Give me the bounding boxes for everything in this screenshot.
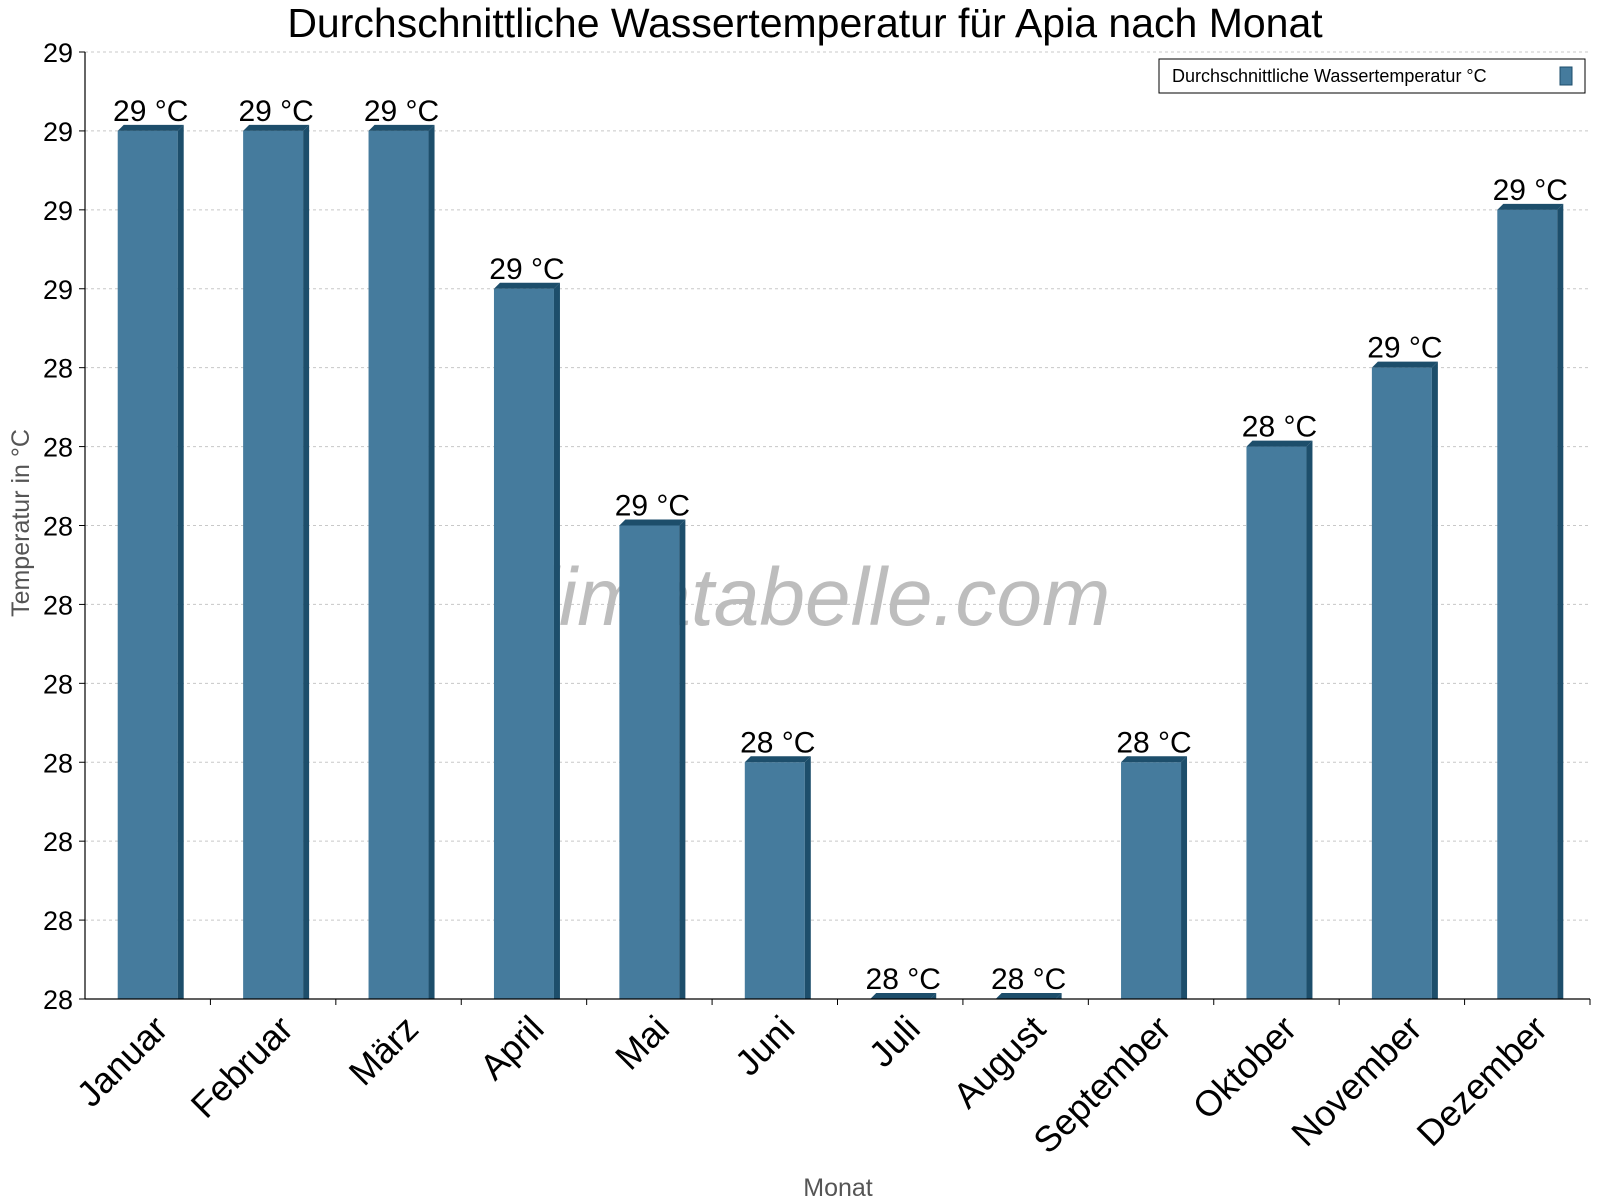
y-tick-label: 28: [43, 827, 73, 857]
bar-face: [1246, 446, 1307, 999]
bar-side: [428, 124, 435, 999]
data-labels: 29 °C 29 °C 29 °C 29 °C 29 °C 28 °C 28 °C 28 °C…: [113, 95, 1568, 996]
bar-top: [1246, 440, 1313, 447]
legend-box: [1158, 58, 1586, 94]
data-label: 29 °C: [364, 95, 439, 128]
y-axis-title: Temperatur in °C: [7, 429, 35, 617]
y-tick-label: 28: [43, 669, 73, 699]
data-label: 29 °C: [489, 253, 564, 286]
bar-side: [177, 124, 184, 999]
bar: [1371, 361, 1438, 1000]
y-tick-label: 28: [43, 985, 73, 1015]
data-label: 29 °C: [113, 95, 188, 128]
data-label: 28 °C: [866, 963, 941, 996]
y-tick-label: 28: [43, 512, 73, 542]
y-tick-label: 28: [43, 354, 73, 384]
bar: [493, 282, 560, 999]
y-tick-label: 28: [43, 433, 73, 463]
bar-side: [679, 519, 686, 999]
bar-face: [619, 525, 680, 999]
x-tick-label: März: [341, 1008, 427, 1094]
legend: Durchschnittliche Wassertemperatur °C: [1158, 58, 1586, 94]
chart-title: Durchschnittliche Wassertemperatur für A…: [287, 0, 1323, 46]
x-tick-label: September: [1025, 1008, 1179, 1162]
bars: [117, 124, 1564, 1000]
bar: [995, 993, 1062, 999]
x-tick-label: Dezember: [1409, 1008, 1555, 1154]
bar-top: [1121, 756, 1188, 763]
y-tick-label: 28: [43, 906, 73, 936]
bar: [1121, 756, 1188, 999]
bar-top: [493, 282, 560, 289]
data-label: 28 °C: [1116, 726, 1191, 759]
y-tick-label: 29: [43, 117, 73, 147]
bar: [117, 124, 184, 999]
bar: [870, 993, 937, 999]
y-tick-label: 28: [43, 748, 73, 778]
x-tick-label: Mai: [607, 1008, 677, 1078]
bar: [1497, 203, 1564, 1000]
bar-side: [804, 756, 811, 999]
x-tick-label: April: [472, 1008, 552, 1088]
bar-top: [368, 124, 435, 131]
x-tick-label: Oktober: [1185, 1008, 1305, 1128]
y-ticks: 28 28 28 28 28 28 28 28 28 29 29 29 29: [43, 38, 85, 1015]
x-tick-label: November: [1283, 1008, 1429, 1154]
bar-top: [619, 519, 686, 526]
data-label: 28 °C: [991, 963, 1066, 996]
bar-face: [1121, 762, 1182, 999]
bar: [368, 124, 435, 999]
x-tick-label: Februar: [183, 1008, 301, 1126]
bar-face: [1371, 367, 1432, 1000]
bar: [744, 756, 811, 999]
legend-label: Durchschnittliche Wassertemperatur °C: [1172, 66, 1487, 86]
x-axis-title: Monat: [803, 1174, 873, 1200]
bar-side: [1181, 756, 1188, 999]
data-label: 28 °C: [1242, 411, 1317, 444]
bar-side: [553, 282, 560, 999]
y-tick-label: 29: [43, 196, 73, 226]
bar-side: [303, 124, 310, 999]
data-label: 28 °C: [740, 726, 815, 759]
x-ticks: Januar Februar März April Mai Juni Juli AugustS…: [69, 999, 1591, 1162]
bar-side: [1306, 440, 1313, 999]
data-label: 29 °C: [1493, 174, 1568, 207]
bar-top: [1371, 361, 1438, 368]
bar-face: [493, 288, 554, 999]
bar-top: [117, 124, 184, 131]
y-tick-label: 29: [43, 38, 73, 68]
x-tick-label: Juli: [861, 1008, 928, 1075]
x-tick-label: Juni: [727, 1008, 803, 1084]
bar-face: [117, 130, 178, 999]
bar-top: [870, 993, 937, 999]
x-tick-label: Januar: [69, 1008, 176, 1115]
data-label: 29 °C: [615, 490, 690, 523]
bar-face: [1497, 209, 1558, 1000]
gridlines: [85, 51, 1590, 921]
legend-swatch: [1559, 66, 1573, 86]
data-label: 29 °C: [1367, 332, 1442, 365]
bar-side: [1431, 361, 1438, 1000]
y-tick-label: 28: [43, 590, 73, 620]
bar-side: [1557, 203, 1564, 1000]
bar-top: [744, 756, 811, 763]
watermark: klimatabelle.com: [500, 552, 1111, 643]
bar-face: [243, 130, 304, 999]
bar-top: [1497, 203, 1564, 210]
bar: [243, 124, 310, 999]
data-label: 29 °C: [238, 95, 313, 128]
bar-face: [744, 762, 805, 999]
bar: [1246, 440, 1313, 999]
bar-face: [368, 130, 429, 999]
x-tick-label: August: [945, 1008, 1053, 1116]
bar-top: [995, 993, 1062, 999]
bar: [619, 519, 686, 999]
y-tick-label: 29: [43, 275, 73, 305]
bar-top: [243, 124, 310, 131]
